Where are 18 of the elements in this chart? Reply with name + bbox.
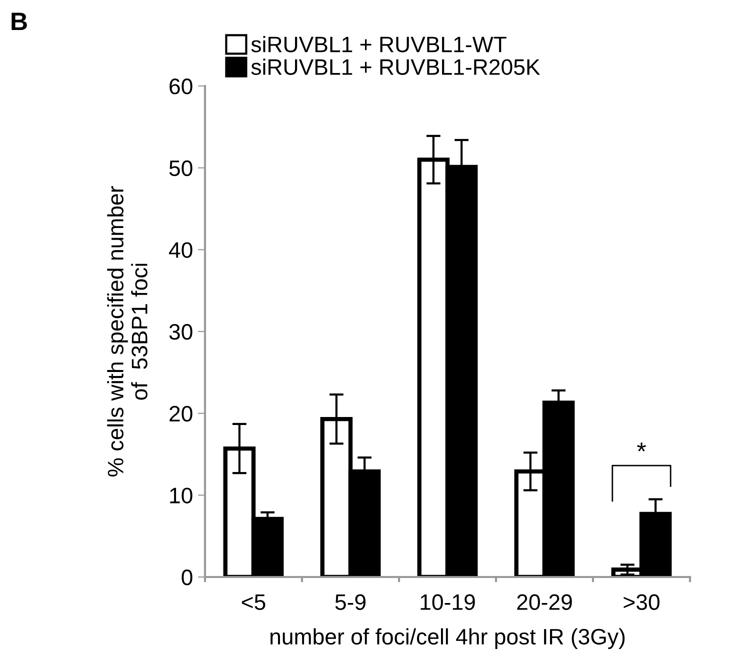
y-tick-label: 30 xyxy=(169,324,192,340)
y-tick-label: 60 xyxy=(170,78,192,94)
y-axis-title: % cells with specified number of 53BP1 foci xyxy=(107,186,148,476)
y-tick-label: 20 xyxy=(170,406,192,422)
x-tick-label: 10-19 xyxy=(420,594,475,610)
x-tick-label: 5-9 xyxy=(335,594,366,610)
y-tick-label: 40 xyxy=(168,242,192,258)
y-tick-label: 10 xyxy=(170,488,192,504)
x-tick-label: >30 xyxy=(624,594,660,610)
x-tick-label: <5 xyxy=(242,594,266,610)
annotation: * xyxy=(637,442,646,452)
text: B xyxy=(12,12,27,30)
legend-label: siRUVBL1 + RUVBL1-R205K xyxy=(251,58,540,75)
x-tick-label: 20-29 xyxy=(517,594,572,610)
y-tick-label: 50 xyxy=(169,160,192,176)
y-tick-label: 0 xyxy=(182,570,192,586)
x-axis-title: number of foci/cell 4hr post IR (3Gy) xyxy=(270,628,625,649)
legend-label: siRUVBL1 + RUVBL1-WT xyxy=(251,36,506,52)
